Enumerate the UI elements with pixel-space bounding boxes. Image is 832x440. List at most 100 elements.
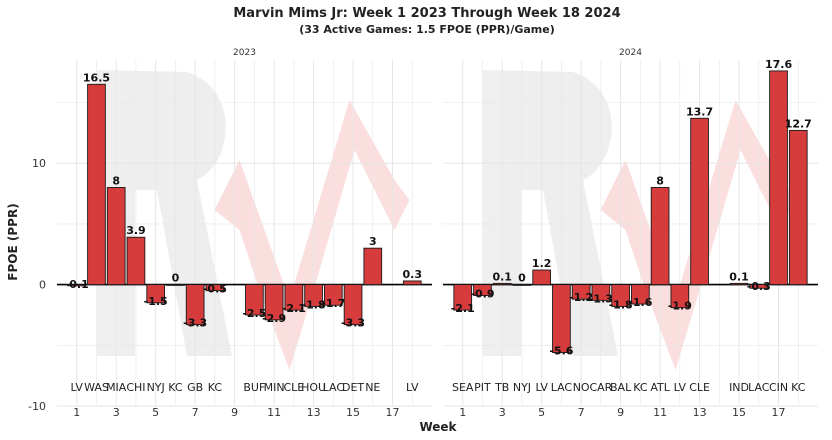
bar — [552, 284, 571, 354]
opponent-label: NYJ — [147, 381, 165, 394]
bar — [650, 187, 670, 286]
opponent-label: NYJ — [513, 381, 531, 394]
x-tick-label: 3 — [113, 406, 120, 419]
x-tick-label: 5 — [152, 406, 159, 419]
bar — [492, 282, 512, 286]
bar — [729, 282, 749, 286]
bar — [670, 284, 690, 309]
bar-value-label: 0.3 — [403, 268, 423, 281]
bar — [205, 284, 225, 292]
bar-value-label: 17.6 — [765, 58, 792, 71]
bar-value-label: 0.1 — [729, 270, 749, 283]
bar-value-label: -1.6 — [628, 296, 652, 309]
bar — [453, 284, 473, 311]
opponent-label: KC — [208, 381, 223, 394]
panel-background — [443, 60, 818, 406]
x-tick-label: 15 — [732, 406, 746, 419]
bar-value-label: -1.2 — [569, 291, 593, 304]
bar — [87, 83, 106, 286]
x-tick-label: 7 — [578, 406, 585, 419]
bar — [264, 284, 284, 321]
panel-label: 2024 — [619, 48, 642, 58]
bar — [245, 284, 264, 316]
opponent-label: CHI — [126, 381, 145, 394]
opponent-label: HOU — [301, 381, 326, 394]
x-axis-label: Week — [419, 420, 457, 434]
bar — [343, 284, 363, 326]
x-tick-label: 9 — [617, 406, 624, 419]
bar — [532, 269, 552, 286]
bar-value-label: -2.1 — [282, 302, 306, 315]
bar — [284, 284, 304, 311]
bar-value-label: -1.3 — [589, 292, 613, 305]
opponent-label: MIN — [264, 381, 285, 394]
opponent-label: BAL — [610, 381, 632, 394]
bar — [788, 129, 808, 286]
opponent-label: GB — [187, 381, 203, 394]
opponent-label: PIT — [474, 381, 491, 394]
bar-value-label: -2.5 — [242, 307, 266, 320]
bar-value-label: 16.5 — [83, 71, 110, 84]
opponent-label: CLE — [689, 381, 710, 394]
opponent-label: NE — [365, 381, 380, 394]
bar-value-label: -2.1 — [451, 302, 475, 315]
x-tick-label: 11 — [653, 406, 667, 419]
x-tick-label: 13 — [307, 406, 321, 419]
opponent-label: SEA — [452, 381, 474, 394]
bar — [126, 236, 146, 286]
bar-value-label: -5.6 — [549, 345, 573, 358]
opponent-label: LV — [406, 381, 419, 394]
y-tick-label: 0 — [39, 279, 46, 292]
bar — [304, 284, 323, 307]
bar-value-label: -0.5 — [203, 283, 227, 296]
bar — [631, 284, 650, 305]
bar-value-label: -1.7 — [321, 297, 345, 310]
bar — [690, 117, 709, 286]
opponent-label: IND — [729, 381, 749, 394]
y-axis-label: FPOE (PPR) — [6, 203, 20, 280]
opponent-label: KC — [168, 381, 183, 394]
x-tick-label: 11 — [267, 406, 281, 419]
opponent-label: LV — [535, 381, 548, 394]
y-tick-label: -10 — [28, 400, 46, 413]
opponent-label: CAR — [589, 381, 612, 394]
bar-value-label: -1.5 — [144, 295, 168, 308]
bar-value-label: 1.2 — [532, 257, 552, 270]
bar — [749, 284, 769, 289]
x-tick-label: 13 — [693, 406, 707, 419]
opponent-label: CLE — [283, 381, 304, 394]
bar — [67, 284, 87, 287]
panel-2024: 2024 -2.1 SEA -0.9 PIT 0.1 TB 0 NYJ 1.2 LV -5.6 LAC -… — [443, 48, 818, 419]
bar — [591, 284, 611, 301]
bar-value-label: 12.7 — [785, 117, 812, 130]
x-tick-label: 17 — [386, 406, 400, 419]
bar-value-label: -3.3 — [341, 317, 365, 330]
bar-value-label: 3 — [369, 235, 377, 248]
x-tick-label: 17 — [772, 406, 786, 419]
bar — [473, 284, 492, 296]
bar-value-label: -0.1 — [65, 278, 89, 291]
opponent-label: ATL — [650, 381, 670, 394]
bar — [512, 284, 532, 286]
bar — [166, 284, 185, 286]
bar-value-label: 0 — [518, 272, 526, 285]
opponent-label: LAC — [748, 381, 770, 394]
bar-value-label: -1.9 — [668, 300, 692, 313]
opponent-label: DET — [342, 381, 364, 394]
bar-value-label: 3.9 — [126, 224, 146, 237]
chart-subtitle: (33 Active Games: 1.5 FPOE (PPR)/Game) — [299, 23, 555, 36]
x-tick-label: 5 — [538, 406, 545, 419]
x-tick-label: 15 — [346, 406, 360, 419]
opponent-label: TB — [494, 381, 509, 394]
opponent-label: NO — [573, 381, 590, 394]
bar-value-label: -0.9 — [470, 288, 494, 301]
opponent-label: LV — [674, 381, 687, 394]
x-tick-label: 9 — [231, 406, 238, 419]
opponent-label: LAC — [551, 381, 573, 394]
opponent-label: KC — [633, 381, 648, 394]
x-tick-label: 1 — [459, 406, 466, 419]
opponent-label: WAS — [84, 381, 109, 394]
bar — [402, 280, 422, 286]
bar — [185, 284, 205, 326]
bar-value-label: 8 — [656, 174, 664, 187]
